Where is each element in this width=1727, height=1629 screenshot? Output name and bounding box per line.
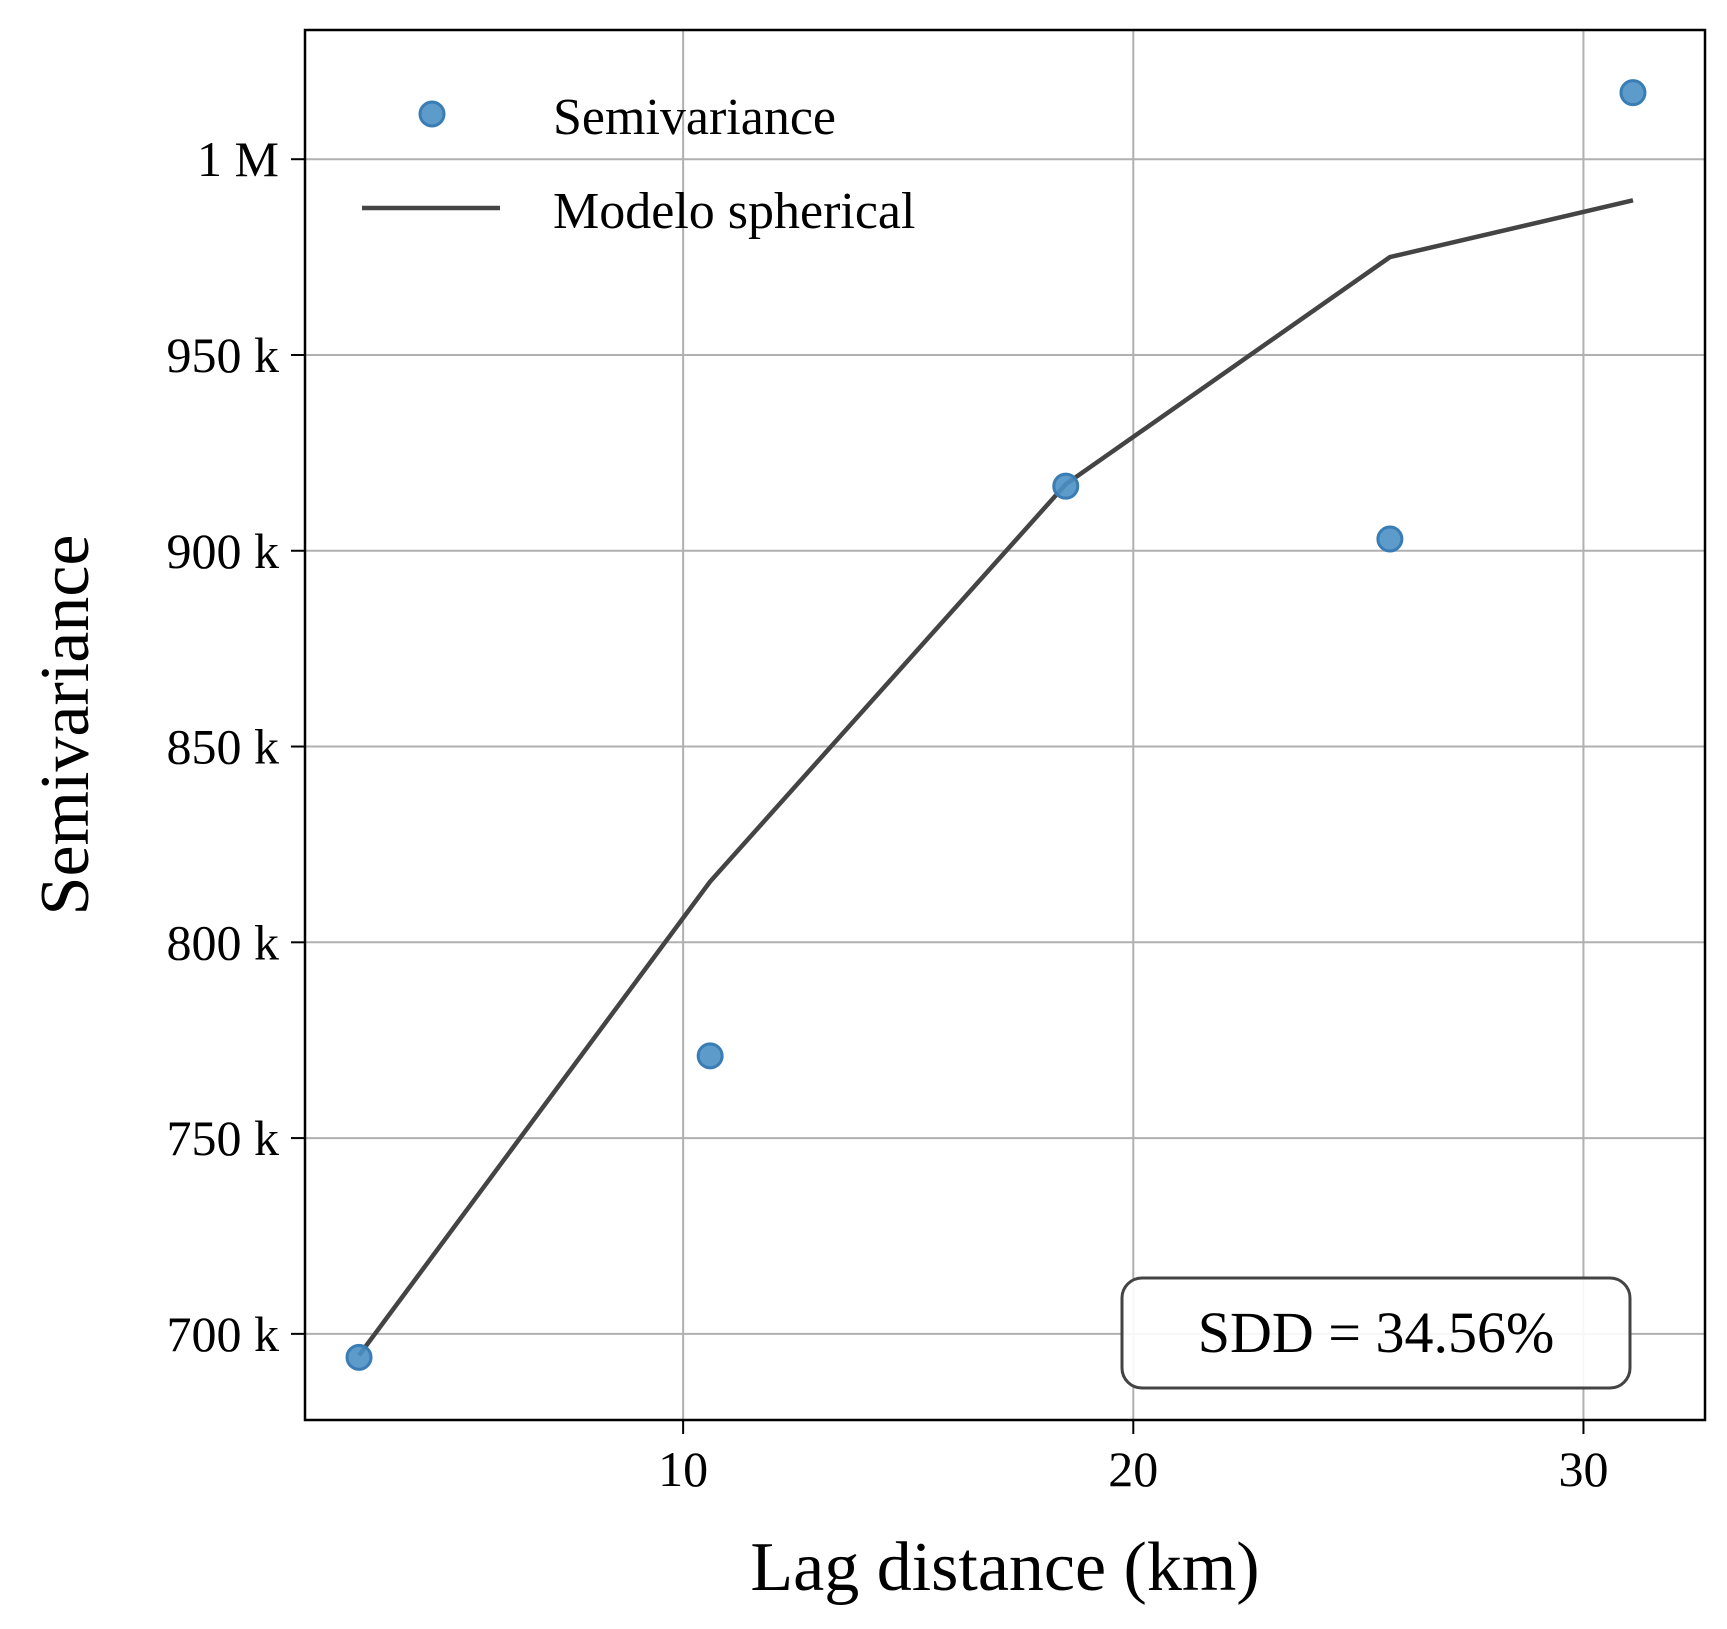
x-axis-ticks: 10 20 30	[658, 1420, 1608, 1497]
sdd-annotation-text: SDD = 34.56%	[1198, 1300, 1555, 1365]
x-tick-label: 30	[1558, 1441, 1608, 1497]
plot-frame	[303, 28, 1707, 1422]
y-tick-label: 700 k	[167, 1306, 280, 1362]
x-tick-label: 10	[658, 1441, 708, 1497]
model-line	[357, 198, 1634, 1357]
y-tick-label: 900 k	[167, 523, 280, 579]
data-point	[1619, 79, 1647, 107]
legend-label-semivariance: Semivariance	[553, 89, 836, 146]
y-tick-label: 1 M	[197, 131, 279, 187]
legend-label-model: Modelo spherical	[553, 183, 915, 240]
legend-marker-semivariance	[418, 100, 446, 128]
data-point	[1052, 472, 1080, 500]
sdd-annotation-box	[1120, 1276, 1632, 1390]
x-axis-title: Lag distance (km)	[750, 1529, 1259, 1606]
y-tick-label: 950 k	[167, 327, 280, 383]
data-point	[345, 1343, 373, 1371]
legend: Semivariance Modelo spherical	[362, 89, 915, 240]
grid	[305, 30, 1705, 1420]
y-tick-label: 850 k	[167, 719, 280, 775]
sdd-annotation: SDD = 34.56%	[1120, 1276, 1632, 1390]
model-line-layer	[357, 198, 1634, 1357]
data-point	[696, 1042, 724, 1070]
semivariance-points	[345, 79, 1647, 1371]
y-tick-label: 750 k	[167, 1110, 280, 1166]
data-point	[1376, 525, 1404, 553]
y-tick-label: 800 k	[167, 914, 280, 970]
y-axis-title: Semivariance	[27, 535, 104, 916]
x-tick-label: 20	[1108, 1441, 1158, 1497]
y-axis-ticks: 700 k 750 k 800 k 850 k 900 k 950 k 1 M	[167, 131, 305, 1362]
